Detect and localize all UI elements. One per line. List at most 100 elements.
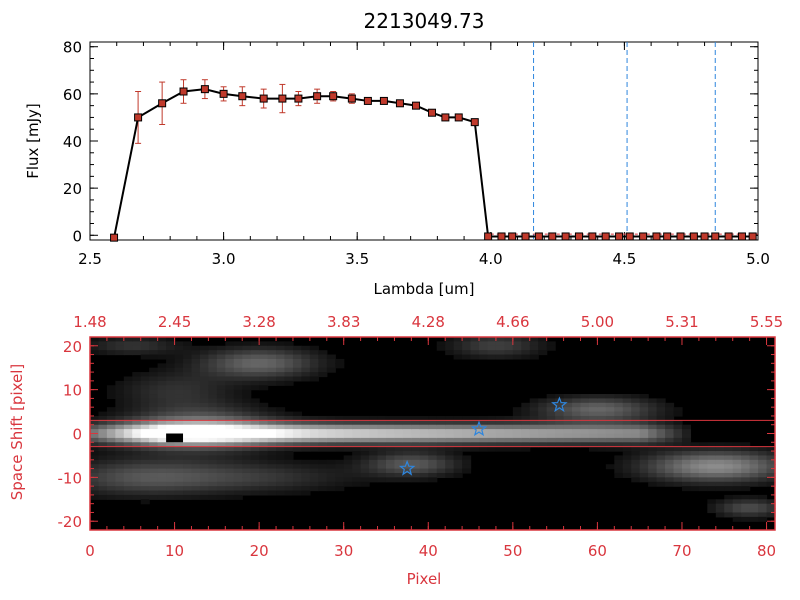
- image-pixel: [335, 358, 345, 364]
- image-pixel: [681, 464, 692, 470]
- image-pixel: [394, 468, 404, 474]
- image-pixel: [233, 486, 243, 492]
- image-pixel: [90, 424, 100, 430]
- image-pixel: [605, 420, 615, 426]
- image-pixel: [665, 424, 675, 430]
- image-pixel: [115, 464, 125, 470]
- image-pixel: [369, 468, 379, 474]
- image-pixel: [529, 437, 539, 443]
- image-pixel: [309, 376, 319, 382]
- image-pixel: [648, 415, 658, 421]
- image-pixel: [546, 394, 556, 400]
- image-pixel: [546, 341, 556, 347]
- image-pixel: [250, 490, 260, 496]
- data-point: [428, 108, 437, 117]
- image-pixel: [758, 468, 768, 474]
- image-pixel: [276, 354, 286, 360]
- image-pixel: [766, 446, 776, 452]
- image-pixel: [123, 429, 133, 435]
- image-pixel: [242, 459, 252, 465]
- image-pixel: [521, 337, 531, 342]
- image-pixel: [724, 486, 734, 492]
- image-pixel: [648, 420, 658, 426]
- image-pixel: [428, 446, 438, 452]
- image-pixel: [98, 350, 108, 356]
- image-pixel: [216, 477, 226, 483]
- image-pixel: [563, 433, 573, 439]
- image-pixel: [445, 424, 455, 430]
- data-point: [313, 92, 322, 101]
- image-pixel: [199, 398, 209, 404]
- image-pixel: [546, 407, 556, 413]
- image-pixel: [259, 345, 269, 351]
- image-pixel: [546, 345, 556, 351]
- image-pixel: [157, 411, 167, 417]
- image-pixel: [216, 433, 226, 439]
- image-pixel: [199, 363, 209, 369]
- image-pixel: [648, 464, 658, 470]
- image-pixel: [436, 446, 446, 452]
- image-pixel: [343, 437, 353, 443]
- image-pixel: [724, 494, 734, 500]
- image-pixel: [132, 345, 142, 351]
- image-pixel: [360, 464, 370, 470]
- image-pixel: [665, 433, 675, 439]
- image-pixel: [208, 367, 218, 373]
- pixel-tick-label: 30: [334, 542, 353, 560]
- image-pixel: [732, 516, 742, 522]
- data-point: [259, 94, 268, 103]
- image-pixel: [292, 350, 303, 356]
- image-pixel: [673, 468, 683, 474]
- image-pixel: [115, 490, 125, 496]
- image-pixel: [343, 415, 353, 421]
- data-point: [454, 113, 463, 122]
- image-pixel: [276, 415, 286, 421]
- image-pixel: [504, 429, 514, 435]
- image-pixel: [140, 486, 150, 492]
- image-pixel: [741, 499, 751, 505]
- image-pixel: [614, 468, 624, 474]
- image-pixel: [572, 424, 582, 430]
- image-pixel: [360, 433, 370, 439]
- image-pixel: [191, 350, 201, 356]
- image-pixel: [698, 446, 708, 452]
- image-pixel: [563, 398, 573, 404]
- image-pixel: [715, 499, 725, 505]
- image-pixel: [631, 451, 641, 457]
- image-pixel: [504, 345, 514, 351]
- image-pixel: [123, 345, 133, 351]
- image-pixel: [487, 354, 497, 360]
- image-pixel: [140, 437, 150, 443]
- image-pixel: [199, 350, 209, 356]
- x-tick-label: 4.0: [479, 250, 503, 268]
- image-pixel: [225, 486, 235, 492]
- image-pixel: [191, 464, 201, 470]
- image-pixel: [149, 411, 159, 417]
- image-pixel: [572, 394, 582, 400]
- image-pixel: [749, 481, 759, 487]
- image-pixel: [267, 472, 277, 478]
- image-pixel: [259, 464, 269, 470]
- image-pixel: [335, 459, 345, 465]
- image-pixel: [445, 420, 455, 426]
- image-pixel: [242, 442, 252, 448]
- image-pixel: [191, 367, 201, 373]
- image-pixel: [106, 411, 116, 417]
- image-pixel: [199, 477, 209, 483]
- image-pixel: [504, 437, 514, 443]
- image-pixel: [267, 350, 277, 356]
- image-pixel: [639, 451, 649, 457]
- image-pixel: [673, 407, 683, 413]
- image-pixel: [216, 437, 226, 443]
- image-pixel: [106, 341, 116, 347]
- image-pixel: [250, 433, 260, 439]
- image-pixel: [318, 459, 328, 465]
- image-pixel: [140, 337, 150, 342]
- image-pixel: [98, 451, 108, 457]
- image-pixel: [208, 358, 218, 364]
- image-pixel: [149, 455, 159, 461]
- image-pixel: [267, 455, 277, 461]
- image-pixel: [174, 372, 184, 378]
- image-pixel: [149, 372, 159, 378]
